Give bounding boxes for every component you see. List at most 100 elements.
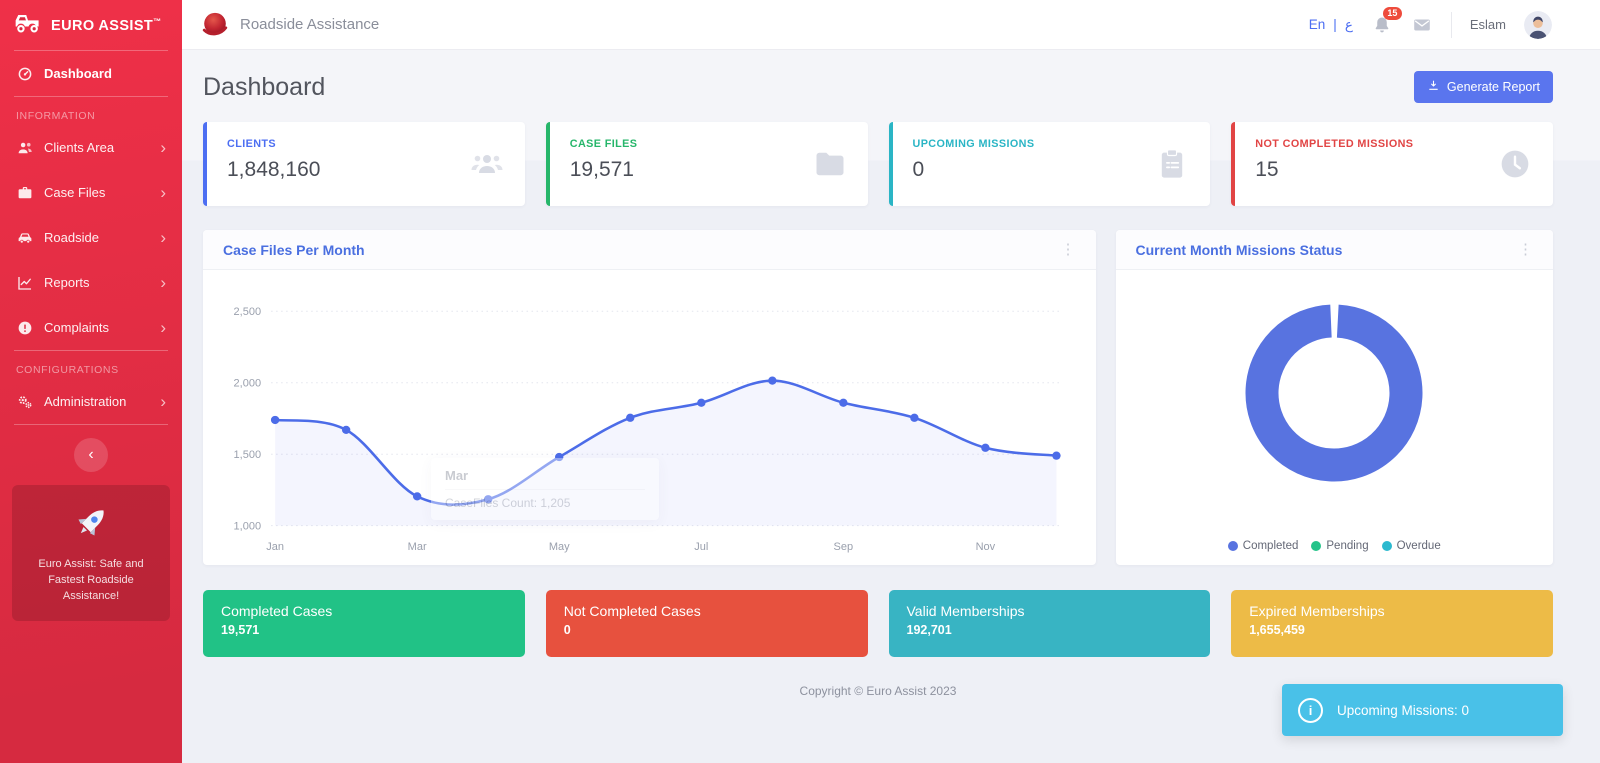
sidebar-item-clients-area[interactable]: Clients Area › (0, 125, 182, 170)
sidebar-section-information: INFORMATION (16, 110, 96, 122)
tile-value: 192,701 (906, 623, 952, 637)
svg-text:Mar: Mar (408, 541, 427, 553)
car-icon (16, 229, 34, 247)
legend-item-overdue: Overdue (1381, 540, 1441, 552)
legend-label: Overdue (1396, 540, 1441, 552)
stat-label: CLIENTS (227, 138, 276, 150)
sidebar-collapse-button[interactable]: ‹ (74, 438, 108, 472)
topbar: Roadside Assistance En | ع 15 (182, 0, 1600, 50)
donut-chart[interactable] (1226, 285, 1442, 501)
stats-row: CLIENTS 1,848,160 CASE FILES 19,571 UPCO… (203, 122, 1553, 206)
legend-label: Pending (1326, 540, 1369, 552)
tile-expired-memberships[interactable]: Expired Memberships 1,655,459 (1231, 590, 1553, 657)
line-chart[interactable]: 2,500 2,000 1,500 1,000 Jan Mar May Jul Sep Nov (203, 270, 1096, 565)
page-title: Dashboard (203, 72, 326, 101)
chevron-right-icon: › (160, 183, 166, 202)
folder-icon (812, 147, 848, 181)
generate-report-button[interactable]: Generate Report (1413, 71, 1553, 103)
summary-tiles-row: Completed Cases 19,571 Not Completed Cas… (203, 590, 1553, 657)
sidebar-item-dashboard[interactable]: Dashboard (0, 51, 182, 96)
envelope-icon (1411, 19, 1433, 40)
donut-legend: Completed Pending Overdue (1227, 540, 1441, 552)
trademark: ™ (153, 16, 162, 26)
legend-dot (1311, 541, 1322, 551)
chart-title: Current Month Missions Status (1135, 241, 1343, 258)
svg-text:Jan: Jan (266, 541, 284, 553)
tile-valid-memberships[interactable]: Valid Memberships 192,701 (888, 590, 1211, 657)
divider (14, 50, 168, 51)
tachometer-icon (16, 65, 34, 83)
sidebar-promo-card: Euro Assist: Safe and Fastest Roadside A… (12, 485, 170, 621)
topbar-actions: En | ع 15 Eslam (1309, 6, 1552, 39)
chevron-right-icon: › (160, 228, 166, 247)
sidebar-item-case-files[interactable]: Case Files › (0, 170, 182, 215)
sidebar-item-label: Dashboard (44, 66, 112, 81)
toast-upcoming-missions[interactable]: i Upcoming Missions: 0 (1282, 684, 1563, 736)
footer-copyright: Copyright © Euro Assist 2023 (799, 684, 957, 698)
legend-label: Completed (1242, 540, 1299, 552)
stat-value: 1,848,160 (227, 158, 321, 181)
red-globe-icon (200, 10, 230, 40)
tile-not-completed-cases[interactable]: Not Completed Cases 0 (545, 590, 868, 657)
rocket-icon (68, 510, 114, 550)
generate-report-label: Generate Report (1446, 80, 1540, 94)
card-header: Case Files Per Month ⋮ (203, 230, 1096, 270)
chevron-right-icon: › (160, 392, 166, 411)
kebab-menu-icon[interactable]: ⋮ (1518, 241, 1533, 258)
kebab-menu-icon[interactable]: ⋮ (1060, 241, 1076, 258)
user-name[interactable]: Eslam (1469, 17, 1506, 32)
lang-ar-link[interactable]: ع (1344, 16, 1353, 32)
promo-text: Euro Assist: Safe and Fastest Roadside A… (38, 558, 144, 602)
divider (1450, 11, 1452, 38)
sidebar-item-label: Administration (44, 394, 127, 409)
chevron-right-icon: › (160, 138, 166, 157)
tile-value: 1,655,459 (1249, 623, 1305, 637)
chevron-right-icon: › (160, 273, 166, 292)
sidebar: EURO ASSIST™ Dashboard INFORMATION Clien… (0, 0, 182, 763)
app-title: Roadside Assistance (240, 16, 380, 33)
svg-text:Sep: Sep (834, 541, 854, 553)
stat-value: 19,571 (569, 158, 634, 181)
svg-text:1,500: 1,500 (234, 449, 262, 461)
sidebar-item-label: Clients Area (44, 140, 115, 155)
notifications-button[interactable]: 15 (1371, 6, 1402, 36)
avatar[interactable] (1524, 10, 1552, 39)
legend-item-pending: Pending (1311, 540, 1369, 552)
users-group-icon (469, 147, 505, 181)
sidebar-section-configurations: CONFIGURATIONS (16, 364, 119, 376)
brand-name: EURO ASSIST™ (51, 16, 162, 34)
divider (14, 350, 168, 351)
clipboard-icon (1154, 147, 1190, 181)
sidebar-item-label: Reports (44, 275, 90, 290)
lang-en-link[interactable]: En (1308, 17, 1326, 32)
missions-status-chart-card: Current Month Missions Status ⋮ Complete… (1115, 230, 1554, 565)
tile-value: 0 (563, 623, 571, 637)
sidebar-item-administration[interactable]: Administration › (0, 379, 182, 424)
stat-label: CASE FILES (569, 138, 638, 150)
case-files-chart-card: Case Files Per Month ⋮ 2,500 2,000 1,500 1,… (203, 230, 1096, 565)
sidebar-item-complaints[interactable]: Complaints › (0, 305, 182, 350)
sidebar-item-label: Case Files (44, 185, 106, 200)
language-switcher: En | ع (1309, 17, 1353, 33)
svg-text:May: May (549, 541, 570, 553)
chevron-right-icon: › (160, 318, 166, 337)
sidebar-item-reports[interactable]: Reports › (0, 260, 182, 305)
tile-value: 19,571 (221, 623, 260, 637)
sidebar-item-roadside[interactable]: Roadside › (0, 215, 182, 260)
tile-label: Valid Memberships (906, 603, 1025, 619)
subheader: Dashboard Generate Report (203, 50, 1553, 122)
stat-label: UPCOMING MISSIONS (912, 138, 1035, 150)
toast-message: Upcoming Missions: 0 (1337, 702, 1470, 718)
sidebar-item-label: Complaints (44, 320, 110, 335)
chart-line-icon (16, 274, 34, 292)
tile-completed-cases[interactable]: Completed Cases 19,571 (203, 590, 525, 657)
svg-text:Jul: Jul (694, 541, 708, 553)
legend-item-completed: Completed (1227, 540, 1299, 552)
stat-value: 0 (912, 158, 925, 181)
chevron-left-icon: ‹ (88, 446, 94, 463)
divider (14, 424, 168, 425)
stat-value: 15 (1255, 158, 1279, 181)
donut-chart-body: Completed Pending Overdue (1116, 270, 1554, 565)
messages-button[interactable] (1411, 14, 1433, 36)
